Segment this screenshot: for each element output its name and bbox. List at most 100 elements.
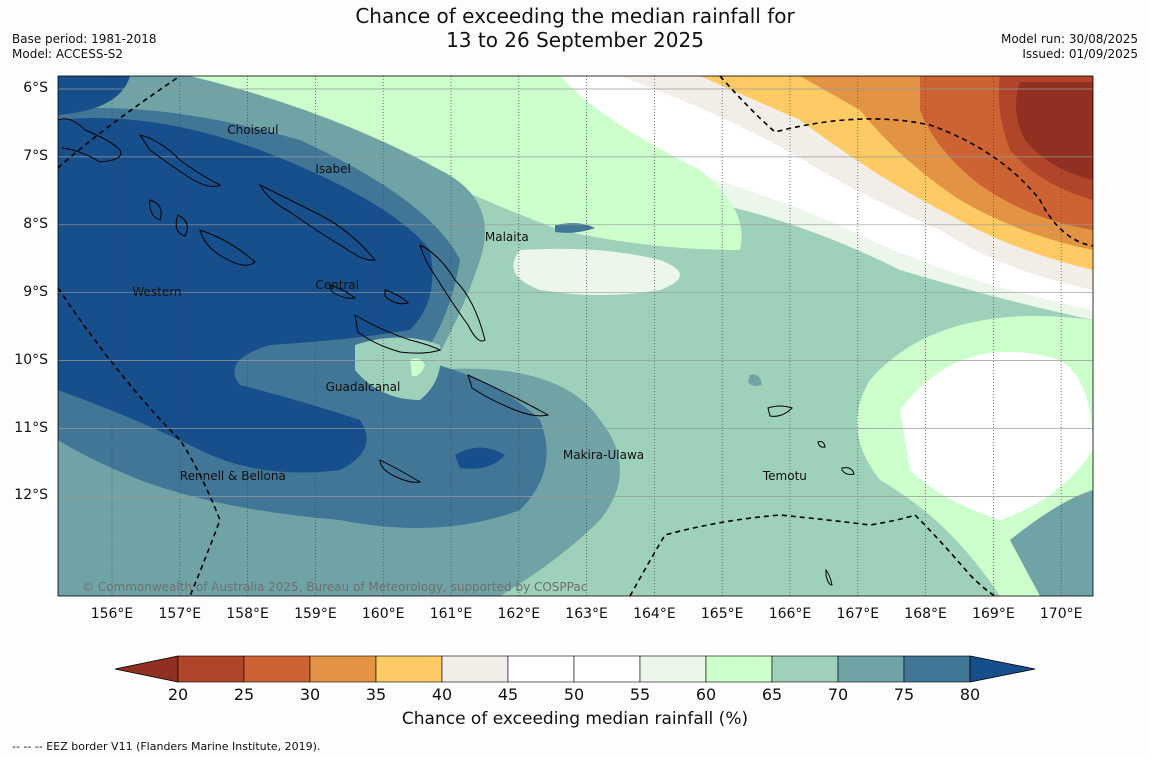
longitude-label: 168°E bbox=[904, 606, 947, 622]
colorbar-tick-label: 55 bbox=[629, 685, 651, 704]
province-label: Central bbox=[315, 277, 360, 292]
makira-coast bbox=[467, 374, 550, 417]
eez-west bbox=[57, 287, 221, 597]
longitude-label: 158°E bbox=[226, 606, 269, 622]
latitude-label: 11°S bbox=[14, 419, 48, 436]
longitude-label: 161°E bbox=[429, 606, 473, 622]
band-60-65-guad bbox=[410, 358, 425, 377]
longitude-label: 167°E bbox=[836, 606, 880, 622]
province-label: Makira-Ulawa bbox=[562, 447, 645, 462]
band-70-75-se bbox=[1010, 490, 1093, 596]
isabel-coast bbox=[258, 183, 376, 261]
colorbar-segment bbox=[507, 655, 575, 683]
colorbar-tick-label: 75 bbox=[893, 685, 915, 704]
colorbar-segment bbox=[771, 655, 839, 683]
map-title-line1: Chance of exceeding the median rainfall … bbox=[355, 4, 795, 28]
colorbar-tick-label: 60 bbox=[695, 685, 717, 704]
model-run: Model run: 30/08/2025 bbox=[1000, 32, 1138, 46]
meta-left: Base period: 1981-2018 Model: ACCESS-S2 bbox=[12, 32, 157, 62]
colorbar-extend-high bbox=[969, 655, 1036, 683]
malaita-coast bbox=[419, 244, 486, 342]
colorbar-extend-low bbox=[114, 655, 179, 683]
colorbar-segment bbox=[309, 655, 377, 683]
eez-footnote: -- -- -- EEZ border V11 (Flanders Marine… bbox=[12, 740, 321, 753]
rennell-coast bbox=[379, 459, 422, 483]
longitude-label: 163°E bbox=[565, 606, 608, 622]
colorbar-segment bbox=[639, 655, 707, 683]
longitude-label: 169°E bbox=[972, 606, 1015, 622]
guadalcanal-coast bbox=[354, 314, 442, 354]
colorbar-title: Chance of exceeding median rainfall (%) bbox=[401, 709, 749, 729]
colorbar-tick-label: 25 bbox=[233, 685, 255, 704]
map-title-line2: 13 to 26 September 2025 bbox=[446, 28, 704, 52]
colorbar-tick-label: 40 bbox=[431, 685, 453, 704]
coastlines bbox=[57, 118, 855, 586]
model-name: Model: ACCESS-S2 bbox=[12, 47, 124, 61]
colorbar-tick-label: 65 bbox=[761, 685, 783, 704]
longitude-label: 166°E bbox=[768, 606, 812, 622]
longitude-label: 164°E bbox=[633, 606, 676, 622]
band-45-55-east bbox=[900, 351, 1093, 520]
central-island-2 bbox=[384, 289, 409, 305]
latitude-label: 12°S bbox=[14, 487, 48, 504]
temotu-islet bbox=[817, 441, 826, 448]
eez-border bbox=[57, 75, 1094, 597]
province-label: Malaita bbox=[484, 230, 529, 245]
band-75-80-small bbox=[555, 223, 595, 233]
province-label: Rennell & Bellona bbox=[179, 469, 286, 484]
colorbar-segment bbox=[177, 655, 245, 683]
choiseul-coast bbox=[138, 134, 222, 187]
colorbar-tick-label: 70 bbox=[827, 685, 849, 704]
longitude-label: 165°E bbox=[700, 606, 744, 622]
colorbar-segment bbox=[375, 655, 443, 683]
vanuatu-islet bbox=[825, 568, 833, 586]
colorbar-segment bbox=[441, 655, 509, 683]
issued-date: Issued: 01/09/2025 bbox=[1022, 47, 1138, 61]
colorbar-tick-label: 50 bbox=[563, 685, 585, 704]
colorbar-tick-label: 20 bbox=[167, 685, 189, 704]
western-island-2 bbox=[175, 214, 188, 237]
meta-right: Model run: 30/08/2025 Issued: 01/09/2025 bbox=[1001, 32, 1138, 62]
colorbar-segment bbox=[573, 655, 641, 683]
contour-fill bbox=[58, 76, 1093, 596]
province-label: Western bbox=[132, 284, 182, 299]
colorbar-segments bbox=[114, 655, 1036, 683]
latitude-label: 10°S bbox=[14, 351, 48, 368]
longitude-label: 160°E bbox=[361, 606, 405, 622]
longitude-label: 156°E bbox=[90, 606, 134, 622]
base-period: Base period: 1981-2018 bbox=[12, 32, 157, 46]
longitude-label: 159°E bbox=[294, 606, 337, 622]
longitude-label: 170°E bbox=[1039, 606, 1083, 622]
band-above-80-small bbox=[455, 447, 505, 469]
eez-north-east bbox=[719, 75, 1094, 247]
latitude-label: 9°S bbox=[23, 283, 48, 300]
colorbar-tick-label: 80 bbox=[959, 685, 981, 704]
colorbar-segment bbox=[705, 655, 773, 683]
colorbar-tick-label: 35 bbox=[365, 685, 387, 704]
graticule bbox=[58, 76, 1093, 596]
latitude-label: 8°S bbox=[23, 215, 48, 232]
province-label: Guadalcanal bbox=[325, 379, 401, 394]
latitude-label: 7°S bbox=[23, 147, 48, 164]
colorbar-tick-label: 30 bbox=[299, 685, 321, 704]
copyright-notice: © Commonwealth of Australia 2025, Bureau… bbox=[82, 580, 588, 594]
longitude-label: 162°E bbox=[497, 606, 541, 622]
santa-cruz-coast bbox=[767, 405, 793, 417]
province-label: Temotu bbox=[762, 469, 807, 484]
colorbar-tick-label: 45 bbox=[497, 685, 519, 704]
temotu-island bbox=[841, 467, 855, 475]
new-georgia-coast bbox=[199, 229, 256, 266]
longitude-label: 157°E bbox=[158, 606, 202, 622]
band-above-80 bbox=[58, 118, 433, 473]
map-frame bbox=[57, 75, 1094, 597]
latitude-label: 6°S bbox=[23, 80, 48, 96]
province-label: Choiseul bbox=[227, 123, 279, 138]
bougainville-coast bbox=[57, 118, 122, 163]
central-island-1 bbox=[329, 284, 357, 299]
colorbar-segment bbox=[243, 655, 311, 683]
band-below-20 bbox=[1016, 82, 1093, 180]
colorbar-segment bbox=[903, 655, 971, 683]
colorbar-segment bbox=[837, 655, 905, 683]
